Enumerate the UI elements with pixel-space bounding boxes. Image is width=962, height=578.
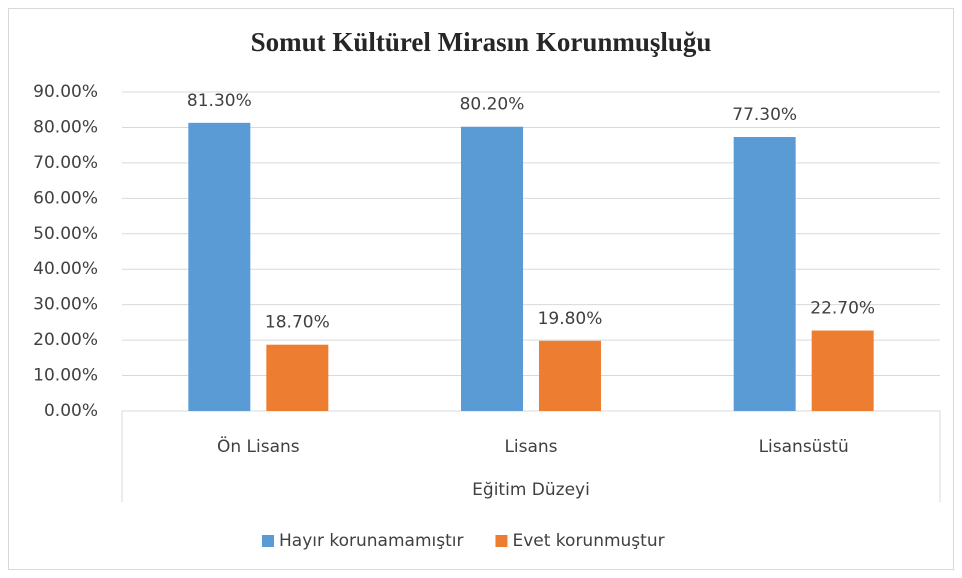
x-tick-label: Ön Lisans bbox=[217, 435, 300, 457]
y-tick-label: 50.00% bbox=[33, 224, 98, 244]
bar bbox=[266, 344, 329, 411]
data-label: 22.70% bbox=[810, 299, 875, 319]
data-label: 80.20% bbox=[460, 95, 525, 115]
data-label: 81.30% bbox=[187, 91, 252, 111]
y-tick-label: 80.00% bbox=[33, 117, 98, 137]
y-tick-label: 20.00% bbox=[33, 330, 98, 350]
legend-swatch bbox=[495, 535, 508, 547]
x-tick-label: Lisans bbox=[504, 437, 557, 457]
x-axis-title: Eğitim Düzeyi bbox=[472, 480, 590, 500]
legend-label: Hayır korunamamıştır bbox=[279, 531, 463, 551]
y-tick-label: 70.00% bbox=[33, 153, 98, 173]
y-tick-label: 90.00% bbox=[33, 82, 98, 102]
y-tick-label: 60.00% bbox=[33, 188, 98, 208]
legend-swatch bbox=[262, 535, 274, 547]
y-tick-label: 10.00% bbox=[33, 366, 98, 386]
y-tick-label: 30.00% bbox=[33, 295, 98, 315]
y-tick-label: 0.00% bbox=[44, 401, 98, 421]
legend-label: Evet korunmuştur bbox=[512, 531, 664, 551]
y-tick-label: 40.00% bbox=[33, 259, 98, 279]
bar bbox=[733, 137, 796, 411]
bar bbox=[811, 330, 874, 411]
chart-title: Somut Kültürel Mirasın Korunmuşluğu bbox=[251, 27, 712, 57]
bar bbox=[461, 126, 523, 411]
bar bbox=[539, 340, 601, 411]
x-tick-label: Lisansüstü bbox=[759, 437, 849, 457]
data-label: 18.70% bbox=[265, 313, 330, 333]
data-label: 19.80% bbox=[538, 309, 603, 329]
data-label: 77.30% bbox=[732, 105, 797, 125]
bar bbox=[188, 122, 251, 411]
